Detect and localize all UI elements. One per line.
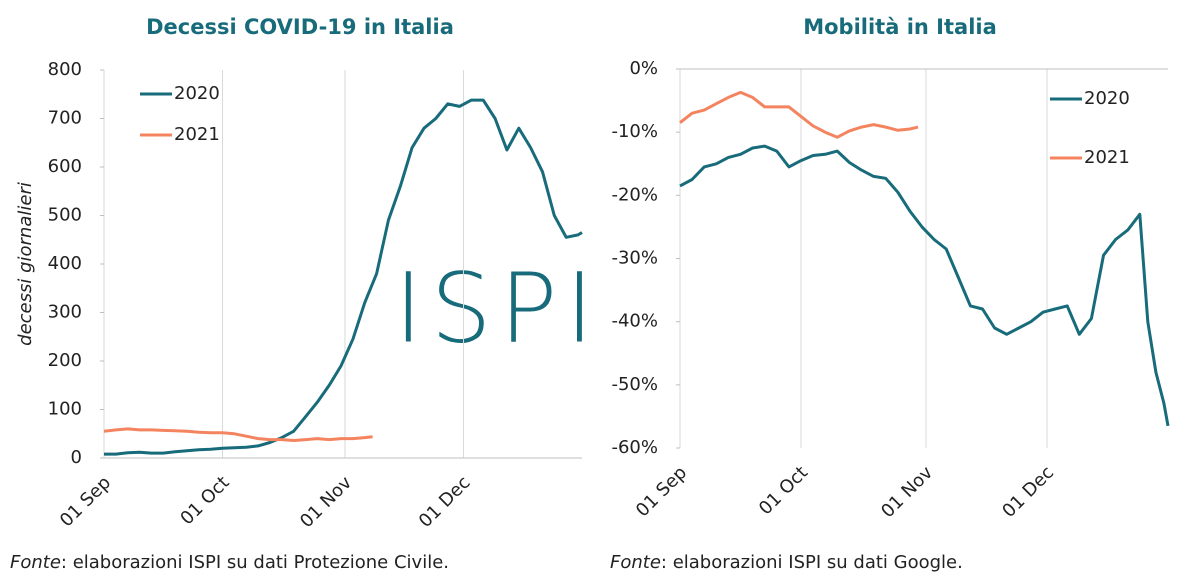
series-line — [104, 98, 583, 456]
y-tick-label: -40% — [611, 311, 658, 332]
x-tick-label: 01 Nov — [296, 472, 356, 532]
y-tick-label: 200 — [48, 350, 82, 371]
x-tick-label: 01 Oct — [176, 472, 233, 529]
x-tick-label: 01 Sep — [56, 472, 115, 531]
x-tick-label: 01 Sep — [632, 462, 691, 521]
chart-title: Mobilità in Italia — [803, 15, 997, 39]
source-label: Fonte — [10, 552, 61, 573]
chart-title: Decessi COVID-19 in Italia — [146, 15, 454, 39]
y-tick-label: -10% — [611, 121, 658, 142]
y-tick-label: 300 — [48, 302, 82, 323]
y-tick-label: 0% — [629, 58, 658, 79]
y-tick-label: 400 — [48, 253, 82, 274]
y-tick-label: 800 — [48, 59, 82, 80]
source-text: : elaborazioni ISPI su dati Protezione C… — [61, 552, 449, 573]
source-note: Fonte: elaborazioni ISPI su dati Google. — [610, 552, 963, 573]
legend-label: 2020 — [1084, 88, 1130, 109]
x-tick-label: 01 Nov — [877, 462, 937, 522]
legend-label: 2020 — [174, 83, 220, 104]
y-tick-label: 500 — [48, 205, 82, 226]
series-line — [103, 427, 373, 442]
legend-label: 2021 — [1084, 147, 1130, 168]
y-tick-label: -60% — [611, 437, 658, 458]
y-tick-label: -30% — [611, 248, 658, 269]
series-line — [679, 90, 919, 139]
x-tick-label: 01 Dec — [998, 462, 1058, 522]
legend-label: 2021 — [174, 124, 220, 145]
y-tick-label: 700 — [48, 108, 82, 129]
x-tick-label: 01 Dec — [415, 472, 475, 532]
y-tick-label: -50% — [611, 374, 658, 395]
watermark: ISPI — [394, 252, 601, 364]
series-line — [679, 144, 1170, 427]
x-tick-label: 01 Oct — [755, 462, 812, 519]
y-tick-label: 0 — [71, 447, 82, 468]
y-axis-label: decessi giornalieri — [15, 182, 36, 346]
source-text: : elaborazioni ISPI su dati Google. — [661, 552, 963, 573]
source-label: Fonte — [610, 552, 661, 573]
y-tick-label: 600 — [48, 156, 82, 177]
y-tick-label: 100 — [48, 399, 82, 420]
y-tick-label: -20% — [611, 184, 658, 205]
source-note: Fonte: elaborazioni ISPI su dati Protezi… — [10, 552, 449, 573]
